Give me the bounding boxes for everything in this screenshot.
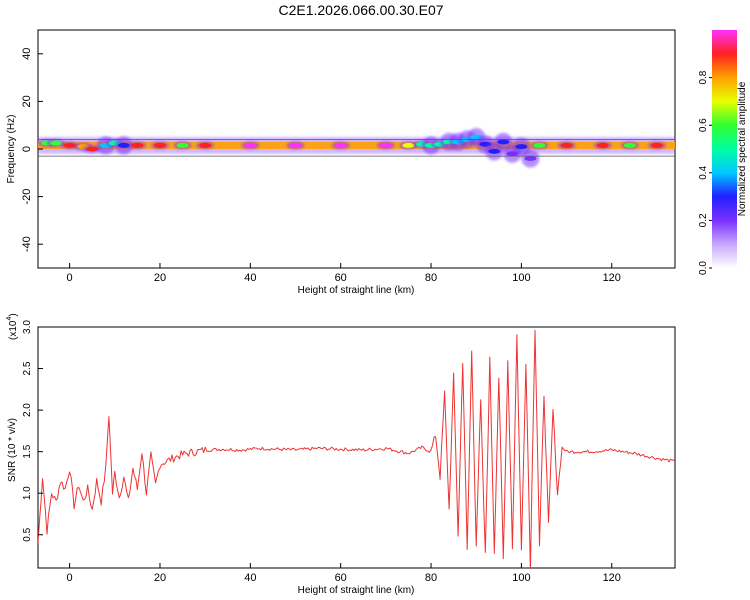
spectrogram-cell — [86, 146, 99, 152]
snr-x-tick-label: 120 — [603, 572, 621, 584]
figure-title: C2E1.2026.066.00.30.E07 — [278, 2, 443, 18]
snr-multiplier-close: ) — [8, 313, 19, 316]
spectrogram-cell — [623, 142, 636, 148]
spectrogram-cell — [379, 142, 392, 148]
spectrogram-x-tick-label: 100 — [512, 272, 530, 284]
spectrogram-y-tick-label: 20 — [21, 95, 33, 107]
spectrogram-cell — [650, 142, 663, 148]
snr-y-tick-label: 1.0 — [22, 486, 33, 500]
colorbar-ramp — [712, 30, 737, 268]
svg-text:(x104): (x104) — [6, 313, 19, 340]
spectrogram-panel: 0 20 40 60 80 100 120 -40 -20 0 20 40 Height of st… — [6, 29, 676, 296]
snr-x-label: Height of straight line (km) — [298, 585, 415, 596]
snr-x-axis: 0 20 40 60 80 100 120 — [67, 563, 621, 584]
snr-x-tick-label: 20 — [154, 572, 166, 584]
snr-x-tick-label: 0 — [67, 572, 73, 584]
snr-panel: 0 20 40 60 80 100 120 0.5 1.0 1.5 2.0 2.5 3.0 Heigh… — [6, 313, 676, 596]
snr-y-tick-label: 2.5 — [22, 361, 33, 375]
spectrogram-cell — [560, 142, 573, 148]
snr-multiplier-exponent: 4 — [6, 317, 13, 321]
snr-x-tick-label: 60 — [335, 572, 347, 584]
colorbar-tick-label: 0.6 — [698, 118, 709, 132]
colorbar-tick-label: 0.4 — [698, 165, 709, 179]
colorbar-tick-label: 0.0 — [698, 261, 709, 275]
spectrogram-cell — [153, 142, 166, 148]
spectrogram-y-tick-label: 0 — [21, 146, 33, 152]
snr-y-tick-label: 0.5 — [22, 527, 33, 541]
colorbar-tick-label: 0.8 — [698, 70, 709, 84]
spectrogram-cell — [244, 142, 257, 148]
spectrogram-cell — [131, 142, 144, 148]
spectrogram-y-tick-label: -20 — [21, 189, 33, 205]
spectrogram-x-axis: 0 20 40 60 80 100 120 — [67, 263, 621, 284]
spectrogram-cell — [117, 142, 130, 148]
spectrogram-x-tick-label: 20 — [154, 272, 166, 284]
spectrogram-y-axis: -40 -20 0 20 40 — [21, 48, 43, 252]
spectrogram-cell — [50, 140, 63, 146]
colorbar-ticks: 0.0 0.2 0.4 0.6 0.8 — [698, 70, 712, 275]
spectrogram-cell — [63, 142, 76, 148]
spectrogram-x-tick-label: 60 — [335, 272, 347, 284]
spectrogram-cell — [497, 139, 510, 145]
spectrogram-y-label: Frequency (Hz) — [6, 115, 17, 184]
snr-multiplier-base: (x10 — [8, 320, 19, 340]
snr-y-tick-label: 1.5 — [22, 444, 33, 458]
snr-x-tick-label: 100 — [512, 572, 530, 584]
spectrogram-cell — [176, 142, 189, 148]
colorbar: 0.0 0.2 0.4 0.6 0.8 Normalized spectral ampl… — [698, 30, 748, 275]
snr-y-tick-label: 3.0 — [22, 320, 33, 334]
spectrogram-x-label: Height of straight line (km) — [298, 285, 415, 296]
spectrogram-y-tick-label: -40 — [21, 236, 33, 252]
snr-y-axis: 0.5 1.0 1.5 2.0 2.5 3.0 — [22, 320, 43, 542]
spectrogram-x-tick-label: 0 — [67, 272, 73, 284]
snr-multiplier: (x104) — [6, 313, 19, 340]
snr-frame — [37, 326, 676, 569]
spectrogram-cell — [533, 142, 546, 148]
spectrogram-cell — [199, 142, 212, 148]
snr-series-line — [38, 329, 675, 568]
snr-y-label: SNR (10 * v/v) — [7, 418, 18, 482]
spectrogram-marks — [38, 128, 675, 168]
snr-y-tick-label: 2.0 — [22, 403, 33, 417]
snr-x-tick-label: 40 — [244, 572, 256, 584]
spectrogram-cell — [402, 142, 415, 148]
spectrogram-cell — [596, 142, 609, 148]
spectrogram-cell — [515, 144, 528, 150]
spectrogram-cell — [488, 148, 501, 154]
spectrogram-x-tick-label: 80 — [425, 272, 437, 284]
spectrogram-x-tick-label: 40 — [244, 272, 256, 284]
snr-x-tick-label: 80 — [425, 572, 437, 584]
spectrogram-cell — [524, 156, 537, 162]
spectrogram-x-tick-label: 120 — [603, 272, 621, 284]
spectrogram-cell — [334, 142, 347, 148]
spectrogram-y-tick-label: 40 — [21, 48, 33, 60]
spectrogram-band — [38, 141, 675, 149]
colorbar-tick-label: 0.2 — [698, 213, 709, 227]
spectrogram-cell — [289, 142, 302, 148]
colorbar-label: Normalized spectral amplitude — [737, 81, 748, 216]
